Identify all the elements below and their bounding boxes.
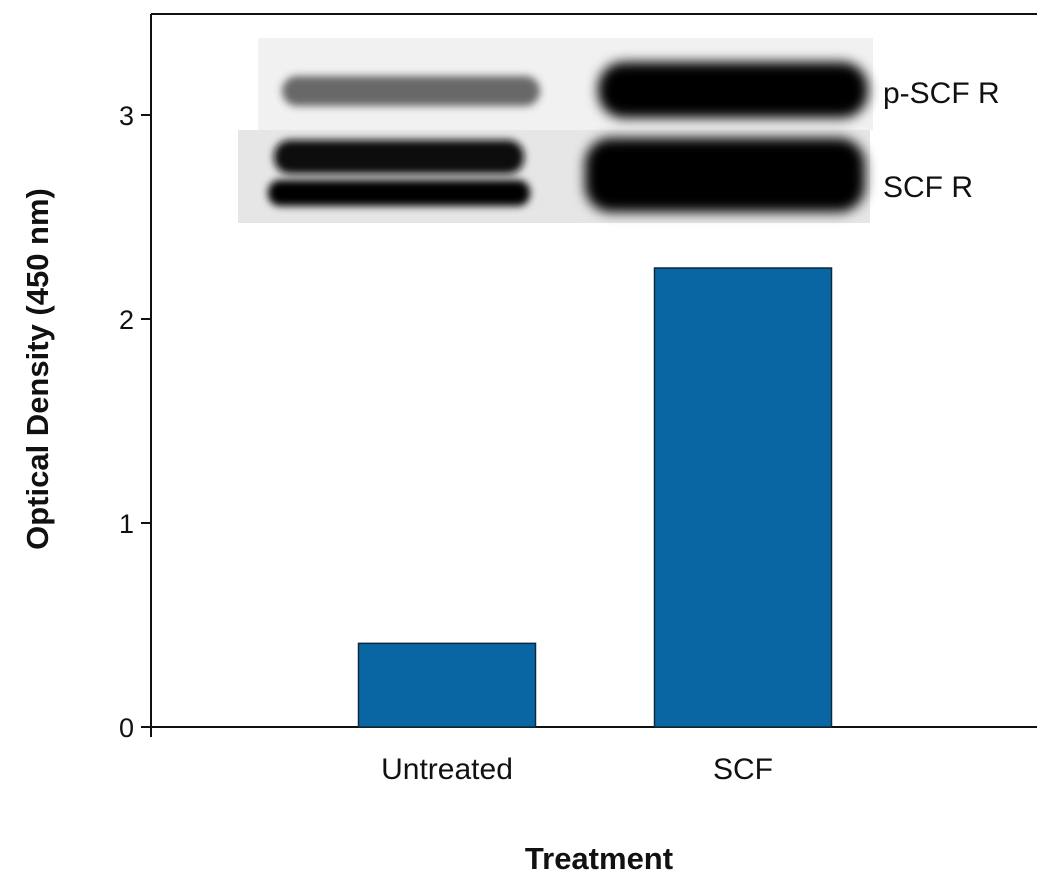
y-tick-label: 2	[119, 305, 134, 335]
plot-frame	[141, 13, 1037, 737]
y-tick-label: 0	[119, 713, 134, 743]
blot-band-scfr-scf	[585, 138, 865, 212]
bar-scf	[653, 267, 833, 728]
blot-band-p-scfr-untreated	[282, 76, 540, 106]
western-blot-inset: p-SCF R SCF R	[238, 38, 1000, 223]
y-tick-label: 1	[119, 509, 134, 539]
x-category-label: SCF	[713, 753, 773, 786]
y-axis-title: Optical Density (450 nm)	[20, 188, 55, 550]
y-axis-ticks: 0 1 2 3	[119, 101, 151, 743]
blot-band-scfr-untreated-upper	[274, 140, 524, 174]
x-category-labels: Untreated SCF	[381, 753, 773, 786]
y-tick-label: 3	[119, 101, 134, 131]
bars	[357, 267, 833, 728]
blot-band-p-scfr-scf	[598, 62, 868, 118]
bar-untreated	[357, 642, 537, 728]
blot-label-p-scfr: p-SCF R	[883, 77, 1000, 110]
x-category-label: Untreated	[381, 753, 513, 786]
blot-band-scfr-untreated-lower	[268, 180, 530, 206]
x-axis-title: Treatment	[525, 841, 673, 873]
blot-label-scfr: SCF R	[883, 171, 973, 204]
